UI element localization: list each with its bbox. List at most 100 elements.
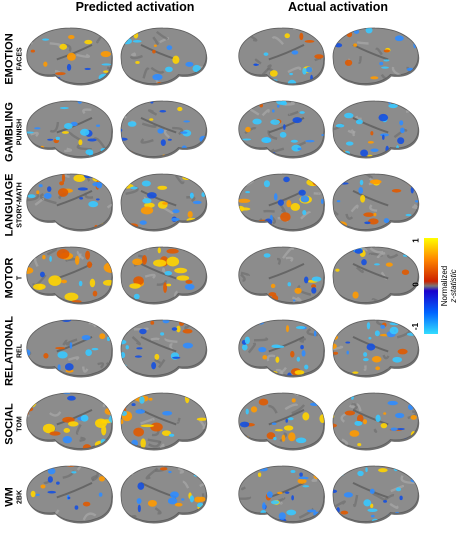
activation-blob-negative	[182, 342, 194, 349]
activation-blob-positive	[177, 106, 183, 112]
activation-blob-positive	[385, 262, 393, 267]
activation-blob-positive	[43, 353, 49, 359]
activation-blob-negative	[192, 64, 201, 73]
gyrus	[30, 131, 39, 138]
gyrus	[28, 37, 33, 45]
activation-blob-negative	[242, 138, 252, 141]
gyrus	[376, 251, 386, 259]
activation-blob-negative	[39, 80, 47, 84]
activation-blob-positive	[245, 126, 251, 133]
activation-blob-positive	[268, 292, 277, 297]
sylvian-fissure	[268, 44, 305, 61]
activation-blob-positive	[63, 428, 71, 433]
gyrus	[100, 393, 112, 398]
gyrus	[177, 467, 185, 474]
gyrus	[375, 47, 383, 56]
gyrus	[124, 247, 130, 252]
gyrus	[287, 110, 299, 117]
activation-blob-positive	[147, 499, 157, 507]
activation-blob-negative	[302, 485, 310, 488]
activation-blob-negative	[121, 128, 123, 133]
brain-motor-act-right	[332, 246, 420, 305]
gyrus	[372, 492, 387, 502]
gyrus	[33, 258, 39, 267]
gyrus	[355, 266, 364, 274]
activation-blob-positive	[333, 343, 337, 349]
activation-blob-positive	[49, 431, 61, 436]
gyrus	[64, 147, 73, 153]
activation-blob-negative	[239, 393, 246, 397]
activation-blob-negative	[300, 345, 304, 350]
sylvian-fissure	[352, 190, 389, 207]
gyrus	[108, 407, 112, 416]
activation-blob-positive	[121, 373, 123, 376]
gyrus	[39, 193, 57, 205]
gyrus	[405, 101, 413, 111]
activation-blob-positive	[269, 70, 278, 77]
activation-blob-negative	[333, 182, 340, 187]
activation-blob-negative	[165, 66, 173, 73]
activation-blob-negative	[283, 124, 286, 130]
sylvian-fissure	[140, 117, 177, 134]
gyrus	[369, 247, 384, 254]
gyrus	[65, 338, 78, 346]
activation-blob-negative	[303, 276, 309, 284]
activation-blob-positive	[252, 445, 263, 449]
activation-blob-negative	[87, 138, 97, 142]
activation-blob-negative	[344, 112, 354, 119]
gyrus	[131, 52, 137, 57]
activation-blob-negative	[311, 276, 322, 282]
gyrus	[150, 66, 165, 74]
activation-blob-negative	[374, 330, 380, 337]
activation-blob-negative	[202, 519, 207, 522]
activation-blob-positive	[391, 189, 402, 193]
gyrus	[240, 273, 246, 282]
activation-blob-positive	[166, 248, 179, 254]
activation-blob-negative	[270, 500, 280, 505]
actual-column-heading: Actual activation	[287, 0, 389, 14]
activation-blob-positive	[149, 118, 154, 121]
activation-blob-positive	[56, 248, 70, 259]
activation-blob-positive	[154, 353, 160, 360]
gyrus	[156, 280, 168, 286]
gyrus	[400, 475, 415, 485]
activation-blob-negative	[28, 320, 32, 325]
activation-blob-negative	[133, 293, 140, 300]
activation-blob-negative	[162, 320, 170, 324]
brain-emotion-pred-right	[120, 27, 208, 86]
gyrus	[238, 436, 245, 448]
brain-gambling-pred-left	[26, 100, 113, 159]
gyrus	[36, 323, 41, 328]
colorbar-title-line2: z-statistic	[449, 269, 458, 303]
activation-blob-positive	[36, 190, 40, 195]
gyrus	[121, 141, 125, 147]
activation-blob-positive	[166, 256, 180, 267]
activation-blob-negative	[355, 119, 363, 125]
activation-blob-negative	[261, 137, 272, 144]
activation-blob-negative	[343, 492, 353, 498]
activation-blob-negative	[26, 349, 31, 356]
activation-blob-positive	[121, 419, 124, 425]
activation-blob-positive	[140, 438, 146, 449]
gyrus	[400, 223, 412, 228]
activation-blob-negative	[338, 323, 343, 327]
gyrus	[373, 428, 378, 433]
activation-blob-positive	[370, 131, 374, 136]
activation-blob-negative	[181, 498, 185, 501]
gyrus	[271, 446, 281, 449]
brain-language-pred-left	[26, 173, 113, 232]
activation-blob-negative	[256, 174, 264, 177]
activation-blob-negative	[297, 147, 302, 150]
gyrus	[47, 519, 53, 522]
activation-blob-negative	[35, 493, 40, 496]
gyrus	[340, 412, 347, 423]
activation-blob-negative	[43, 192, 52, 199]
gyrus	[147, 109, 158, 116]
activation-blob-positive	[383, 49, 391, 53]
activation-blob-positive	[266, 432, 276, 440]
activation-blob-positive	[270, 283, 276, 289]
activation-blob-negative	[132, 40, 142, 43]
sylvian-fissure	[352, 117, 389, 134]
gyrus	[261, 64, 272, 76]
activation-blob-negative	[270, 119, 280, 125]
